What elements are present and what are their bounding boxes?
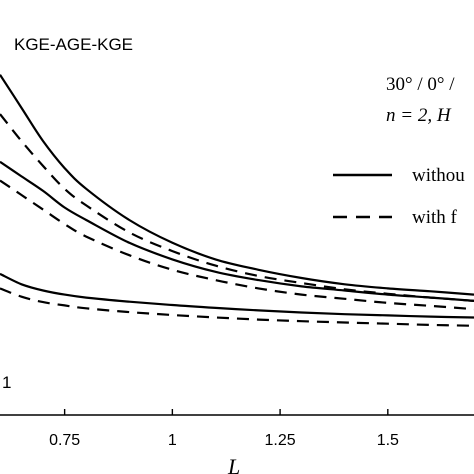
series-line-4 — [0, 179, 474, 311]
x-tick-label: 0.75 — [49, 432, 80, 449]
plot-curves — [0, 74, 474, 327]
legend-label-dashed: with f — [412, 207, 458, 228]
series-line-6 — [0, 287, 474, 327]
x-tick-label: 1.5 — [377, 432, 399, 449]
chart-title: KGE-AGE-KGE — [14, 35, 133, 54]
x-axis-ticks: 0.75 1 1.25 1.5 — [49, 409, 399, 449]
series-line-1 — [0, 74, 474, 296]
series-line-5 — [0, 272, 474, 319]
series-line-3 — [0, 160, 474, 302]
params-annotation: n = 2, H — [386, 105, 452, 126]
x-axis-label: L — [227, 454, 240, 474]
legend-label-solid: withou — [412, 165, 465, 186]
x-tick-label: 1 — [168, 432, 177, 449]
x-tick-label: 1.25 — [265, 432, 296, 449]
layup-annotation: 30° / 0° / — [386, 74, 455, 95]
curve-label: 1 — [2, 373, 11, 392]
